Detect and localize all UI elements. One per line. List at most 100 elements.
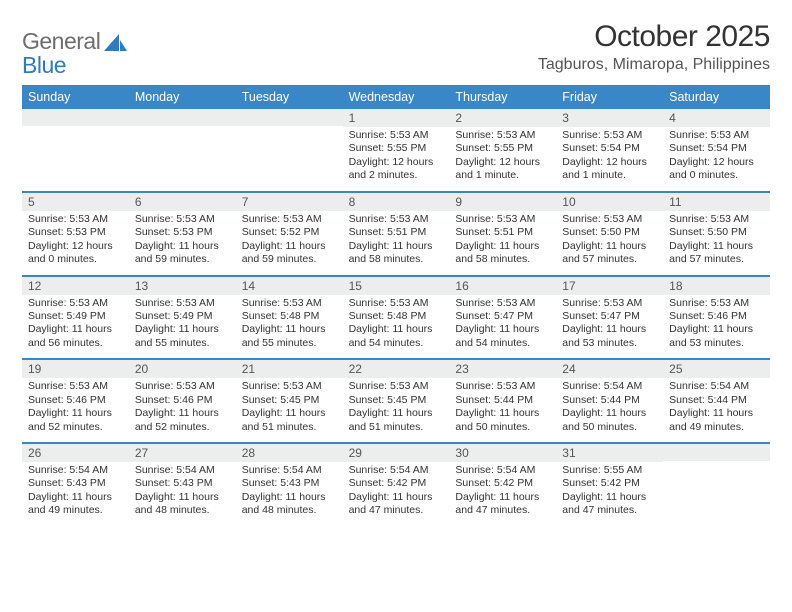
day-daylight2: and 56 minutes. (28, 337, 123, 350)
date-number: 8 (343, 193, 450, 211)
location: Tagburos, Mimaropa, Philippines (538, 56, 770, 74)
day-header-tue: Tuesday (236, 85, 343, 109)
day-daylight2: and 53 minutes. (562, 337, 657, 350)
title-block: October 2025 Tagburos, Mimaropa, Philipp… (538, 20, 770, 74)
date-number: 5 (22, 193, 129, 211)
day-sunrise: Sunrise: 5:53 AM (455, 129, 550, 142)
day-daylight2: and 48 minutes. (242, 504, 337, 517)
day-sunrise: Sunrise: 5:53 AM (455, 297, 550, 310)
day-sunrise: Sunrise: 5:53 AM (669, 297, 764, 310)
date-number (236, 109, 343, 126)
day-body: Sunrise: 5:53 AMSunset: 5:47 PMDaylight:… (556, 295, 663, 359)
day-daylight2: and 0 minutes. (28, 253, 123, 266)
date-number: 6 (129, 193, 236, 211)
day-body: Sunrise: 5:53 AMSunset: 5:44 PMDaylight:… (449, 378, 556, 442)
date-number: 15 (343, 277, 450, 295)
day-daylight2: and 49 minutes. (669, 421, 764, 434)
day-sunrise: Sunrise: 5:55 AM (562, 464, 657, 477)
day-daylight1: Daylight: 11 hours (349, 323, 444, 336)
day-sunrise: Sunrise: 5:54 AM (349, 464, 444, 477)
day-daylight1: Daylight: 11 hours (349, 240, 444, 253)
day-cell: 11Sunrise: 5:53 AMSunset: 5:50 PMDayligh… (663, 193, 770, 275)
day-cell: 21Sunrise: 5:53 AMSunset: 5:45 PMDayligh… (236, 360, 343, 442)
day-cell: 8Sunrise: 5:53 AMSunset: 5:51 PMDaylight… (343, 193, 450, 275)
day-body (236, 126, 343, 186)
day-sunrise: Sunrise: 5:54 AM (669, 380, 764, 393)
day-daylight1: Daylight: 11 hours (669, 323, 764, 336)
day-sunset: Sunset: 5:44 PM (455, 394, 550, 407)
day-body: Sunrise: 5:54 AMSunset: 5:43 PMDaylight:… (22, 462, 129, 526)
day-cell: 12Sunrise: 5:53 AMSunset: 5:49 PMDayligh… (22, 277, 129, 359)
day-sunset: Sunset: 5:54 PM (562, 142, 657, 155)
day-cell (236, 109, 343, 191)
day-cell: 27Sunrise: 5:54 AMSunset: 5:43 PMDayligh… (129, 444, 236, 526)
day-body: Sunrise: 5:53 AMSunset: 5:54 PMDaylight:… (556, 127, 663, 191)
date-number: 21 (236, 360, 343, 378)
day-sunrise: Sunrise: 5:54 AM (455, 464, 550, 477)
week-row: 12Sunrise: 5:53 AMSunset: 5:49 PMDayligh… (22, 277, 770, 361)
logo: General (22, 20, 130, 55)
date-number: 3 (556, 109, 663, 127)
day-sunset: Sunset: 5:55 PM (455, 142, 550, 155)
day-sunset: Sunset: 5:49 PM (135, 310, 230, 323)
day-cell: 16Sunrise: 5:53 AMSunset: 5:47 PMDayligh… (449, 277, 556, 359)
day-daylight1: Daylight: 11 hours (135, 407, 230, 420)
day-daylight1: Daylight: 11 hours (242, 407, 337, 420)
date-number: 30 (449, 444, 556, 462)
day-body: Sunrise: 5:53 AMSunset: 5:55 PMDaylight:… (449, 127, 556, 191)
day-cell: 19Sunrise: 5:53 AMSunset: 5:46 PMDayligh… (22, 360, 129, 442)
date-number: 13 (129, 277, 236, 295)
day-sunset: Sunset: 5:53 PM (135, 226, 230, 239)
day-daylight1: Daylight: 11 hours (562, 491, 657, 504)
day-sunrise: Sunrise: 5:53 AM (242, 297, 337, 310)
day-daylight2: and 47 minutes. (455, 504, 550, 517)
day-sunset: Sunset: 5:44 PM (669, 394, 764, 407)
day-cell: 25Sunrise: 5:54 AMSunset: 5:44 PMDayligh… (663, 360, 770, 442)
day-daylight1: Daylight: 11 hours (242, 323, 337, 336)
day-body: Sunrise: 5:54 AMSunset: 5:42 PMDaylight:… (449, 462, 556, 526)
day-body: Sunrise: 5:53 AMSunset: 5:50 PMDaylight:… (663, 211, 770, 275)
day-cell: 1Sunrise: 5:53 AMSunset: 5:55 PMDaylight… (343, 109, 450, 191)
day-daylight1: Daylight: 11 hours (669, 407, 764, 420)
day-daylight2: and 1 minute. (562, 169, 657, 182)
date-number: 12 (22, 277, 129, 295)
day-sunset: Sunset: 5:47 PM (455, 310, 550, 323)
day-cell: 22Sunrise: 5:53 AMSunset: 5:45 PMDayligh… (343, 360, 450, 442)
day-sunset: Sunset: 5:48 PM (242, 310, 337, 323)
date-number: 9 (449, 193, 556, 211)
day-sunrise: Sunrise: 5:53 AM (135, 380, 230, 393)
day-daylight1: Daylight: 11 hours (242, 491, 337, 504)
day-body: Sunrise: 5:55 AMSunset: 5:42 PMDaylight:… (556, 462, 663, 526)
day-daylight2: and 54 minutes. (349, 337, 444, 350)
day-body: Sunrise: 5:53 AMSunset: 5:49 PMDaylight:… (22, 295, 129, 359)
date-number: 24 (556, 360, 663, 378)
day-body: Sunrise: 5:53 AMSunset: 5:50 PMDaylight:… (556, 211, 663, 275)
day-header-sat: Saturday (663, 85, 770, 109)
day-header-sun: Sunday (22, 85, 129, 109)
day-cell: 6Sunrise: 5:53 AMSunset: 5:53 PMDaylight… (129, 193, 236, 275)
day-cell: 14Sunrise: 5:53 AMSunset: 5:48 PMDayligh… (236, 277, 343, 359)
day-daylight1: Daylight: 11 hours (455, 407, 550, 420)
day-cell: 17Sunrise: 5:53 AMSunset: 5:47 PMDayligh… (556, 277, 663, 359)
day-cell: 24Sunrise: 5:54 AMSunset: 5:44 PMDayligh… (556, 360, 663, 442)
day-daylight2: and 52 minutes. (135, 421, 230, 434)
day-body: Sunrise: 5:54 AMSunset: 5:44 PMDaylight:… (663, 378, 770, 442)
day-body: Sunrise: 5:54 AMSunset: 5:44 PMDaylight:… (556, 378, 663, 442)
day-cell: 15Sunrise: 5:53 AMSunset: 5:48 PMDayligh… (343, 277, 450, 359)
day-cell (663, 444, 770, 526)
day-sunrise: Sunrise: 5:53 AM (562, 129, 657, 142)
date-number: 11 (663, 193, 770, 211)
day-daylight2: and 51 minutes. (349, 421, 444, 434)
day-sunset: Sunset: 5:46 PM (28, 394, 123, 407)
day-cell: 20Sunrise: 5:53 AMSunset: 5:46 PMDayligh… (129, 360, 236, 442)
day-daylight2: and 2 minutes. (349, 169, 444, 182)
date-number: 29 (343, 444, 450, 462)
date-number: 1 (343, 109, 450, 127)
day-cell: 7Sunrise: 5:53 AMSunset: 5:52 PMDaylight… (236, 193, 343, 275)
day-sunrise: Sunrise: 5:53 AM (28, 297, 123, 310)
day-sunrise: Sunrise: 5:54 AM (562, 380, 657, 393)
day-sunset: Sunset: 5:46 PM (135, 394, 230, 407)
date-number: 2 (449, 109, 556, 127)
day-body: Sunrise: 5:53 AMSunset: 5:47 PMDaylight:… (449, 295, 556, 359)
day-sunrise: Sunrise: 5:53 AM (455, 380, 550, 393)
